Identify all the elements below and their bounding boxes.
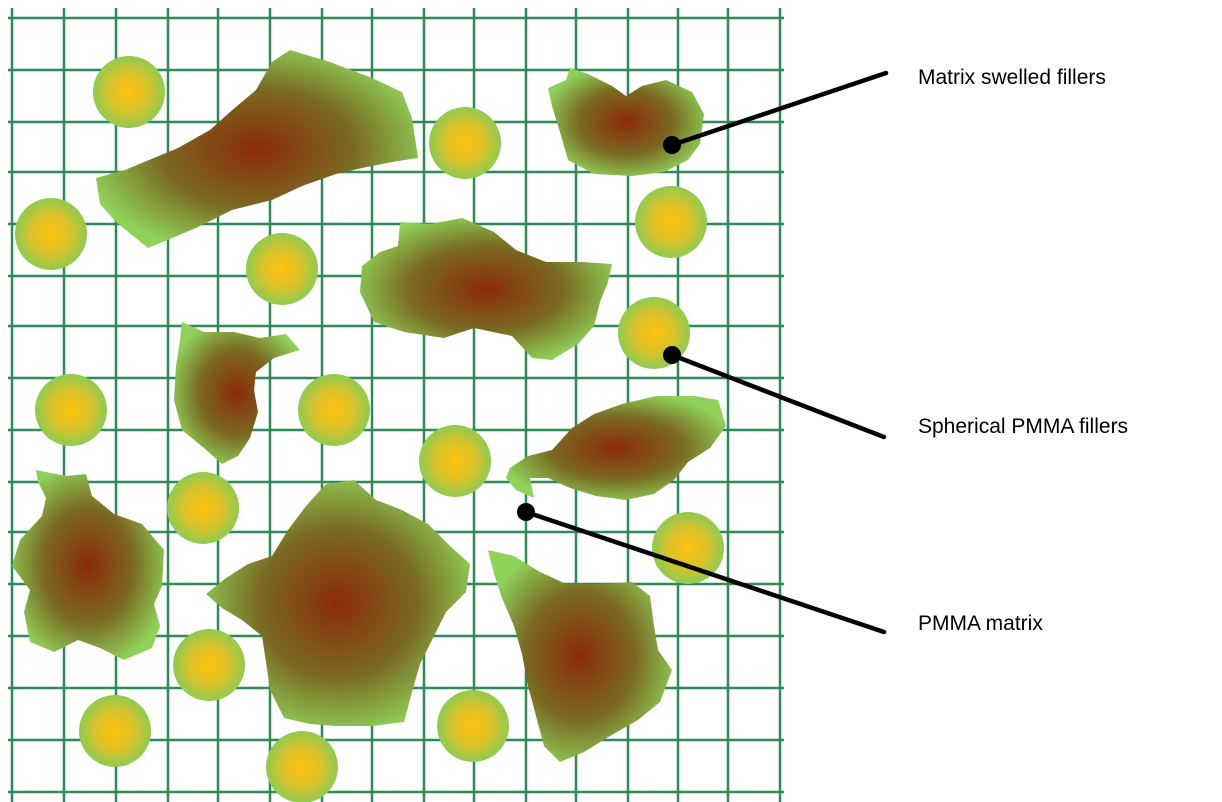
spherical-filler [173, 629, 245, 701]
leader-dots [517, 136, 681, 521]
swelled-filler [360, 218, 612, 360]
swelled-filler [506, 396, 726, 500]
spherical-filler [93, 56, 165, 128]
spherical-filler [437, 690, 509, 762]
swelled-fillers [12, 50, 726, 762]
swelled-filler [96, 50, 418, 248]
leader-lines [523, 70, 889, 635]
spherical-filler [266, 731, 338, 802]
spherical-filler [15, 198, 87, 270]
swelled-filler [548, 68, 704, 176]
spherical-filler [652, 512, 724, 584]
leader-dot-matrix [517, 503, 535, 521]
spherical-filler [429, 107, 501, 179]
spherical-filler [167, 472, 239, 544]
swelled-filler [174, 322, 300, 464]
spherical-filler [246, 233, 318, 305]
label-spherical-pmma-fillers: Spherical PMMA fillers [918, 415, 1129, 438]
leader-dot-swelled [663, 136, 681, 154]
spherical-filler [35, 374, 107, 446]
spherical-filler [79, 695, 151, 767]
leader-line-swelled [669, 70, 889, 148]
spherical-fillers [15, 56, 724, 802]
leader-line-spherical [669, 352, 887, 440]
swelled-filler [206, 480, 470, 726]
leader-dot-spherical [663, 346, 681, 364]
swelled-filler [488, 550, 672, 762]
label-matrix-swelled-fillers: Matrix swelled fillers [918, 66, 1106, 89]
spherical-filler [419, 425, 491, 497]
label-pmma-matrix: PMMA matrix [918, 612, 1043, 635]
swelled-filler [12, 470, 164, 660]
leader-line-matrix [523, 509, 887, 635]
spherical-filler [635, 186, 707, 258]
spherical-filler [298, 374, 370, 446]
